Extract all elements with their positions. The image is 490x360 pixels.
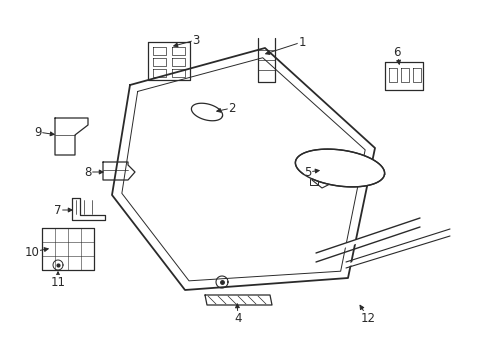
Text: 10: 10	[24, 246, 39, 258]
Text: 5: 5	[304, 166, 312, 179]
Text: 2: 2	[228, 102, 236, 114]
Text: 11: 11	[50, 275, 66, 288]
Text: 4: 4	[234, 311, 242, 324]
Text: 6: 6	[393, 45, 401, 58]
Text: 12: 12	[361, 311, 375, 324]
Polygon shape	[295, 149, 385, 187]
Text: 9: 9	[34, 126, 42, 139]
Text: 7: 7	[54, 203, 62, 216]
Text: 1: 1	[298, 36, 306, 49]
Text: 8: 8	[84, 166, 92, 179]
Text: 3: 3	[192, 33, 200, 46]
